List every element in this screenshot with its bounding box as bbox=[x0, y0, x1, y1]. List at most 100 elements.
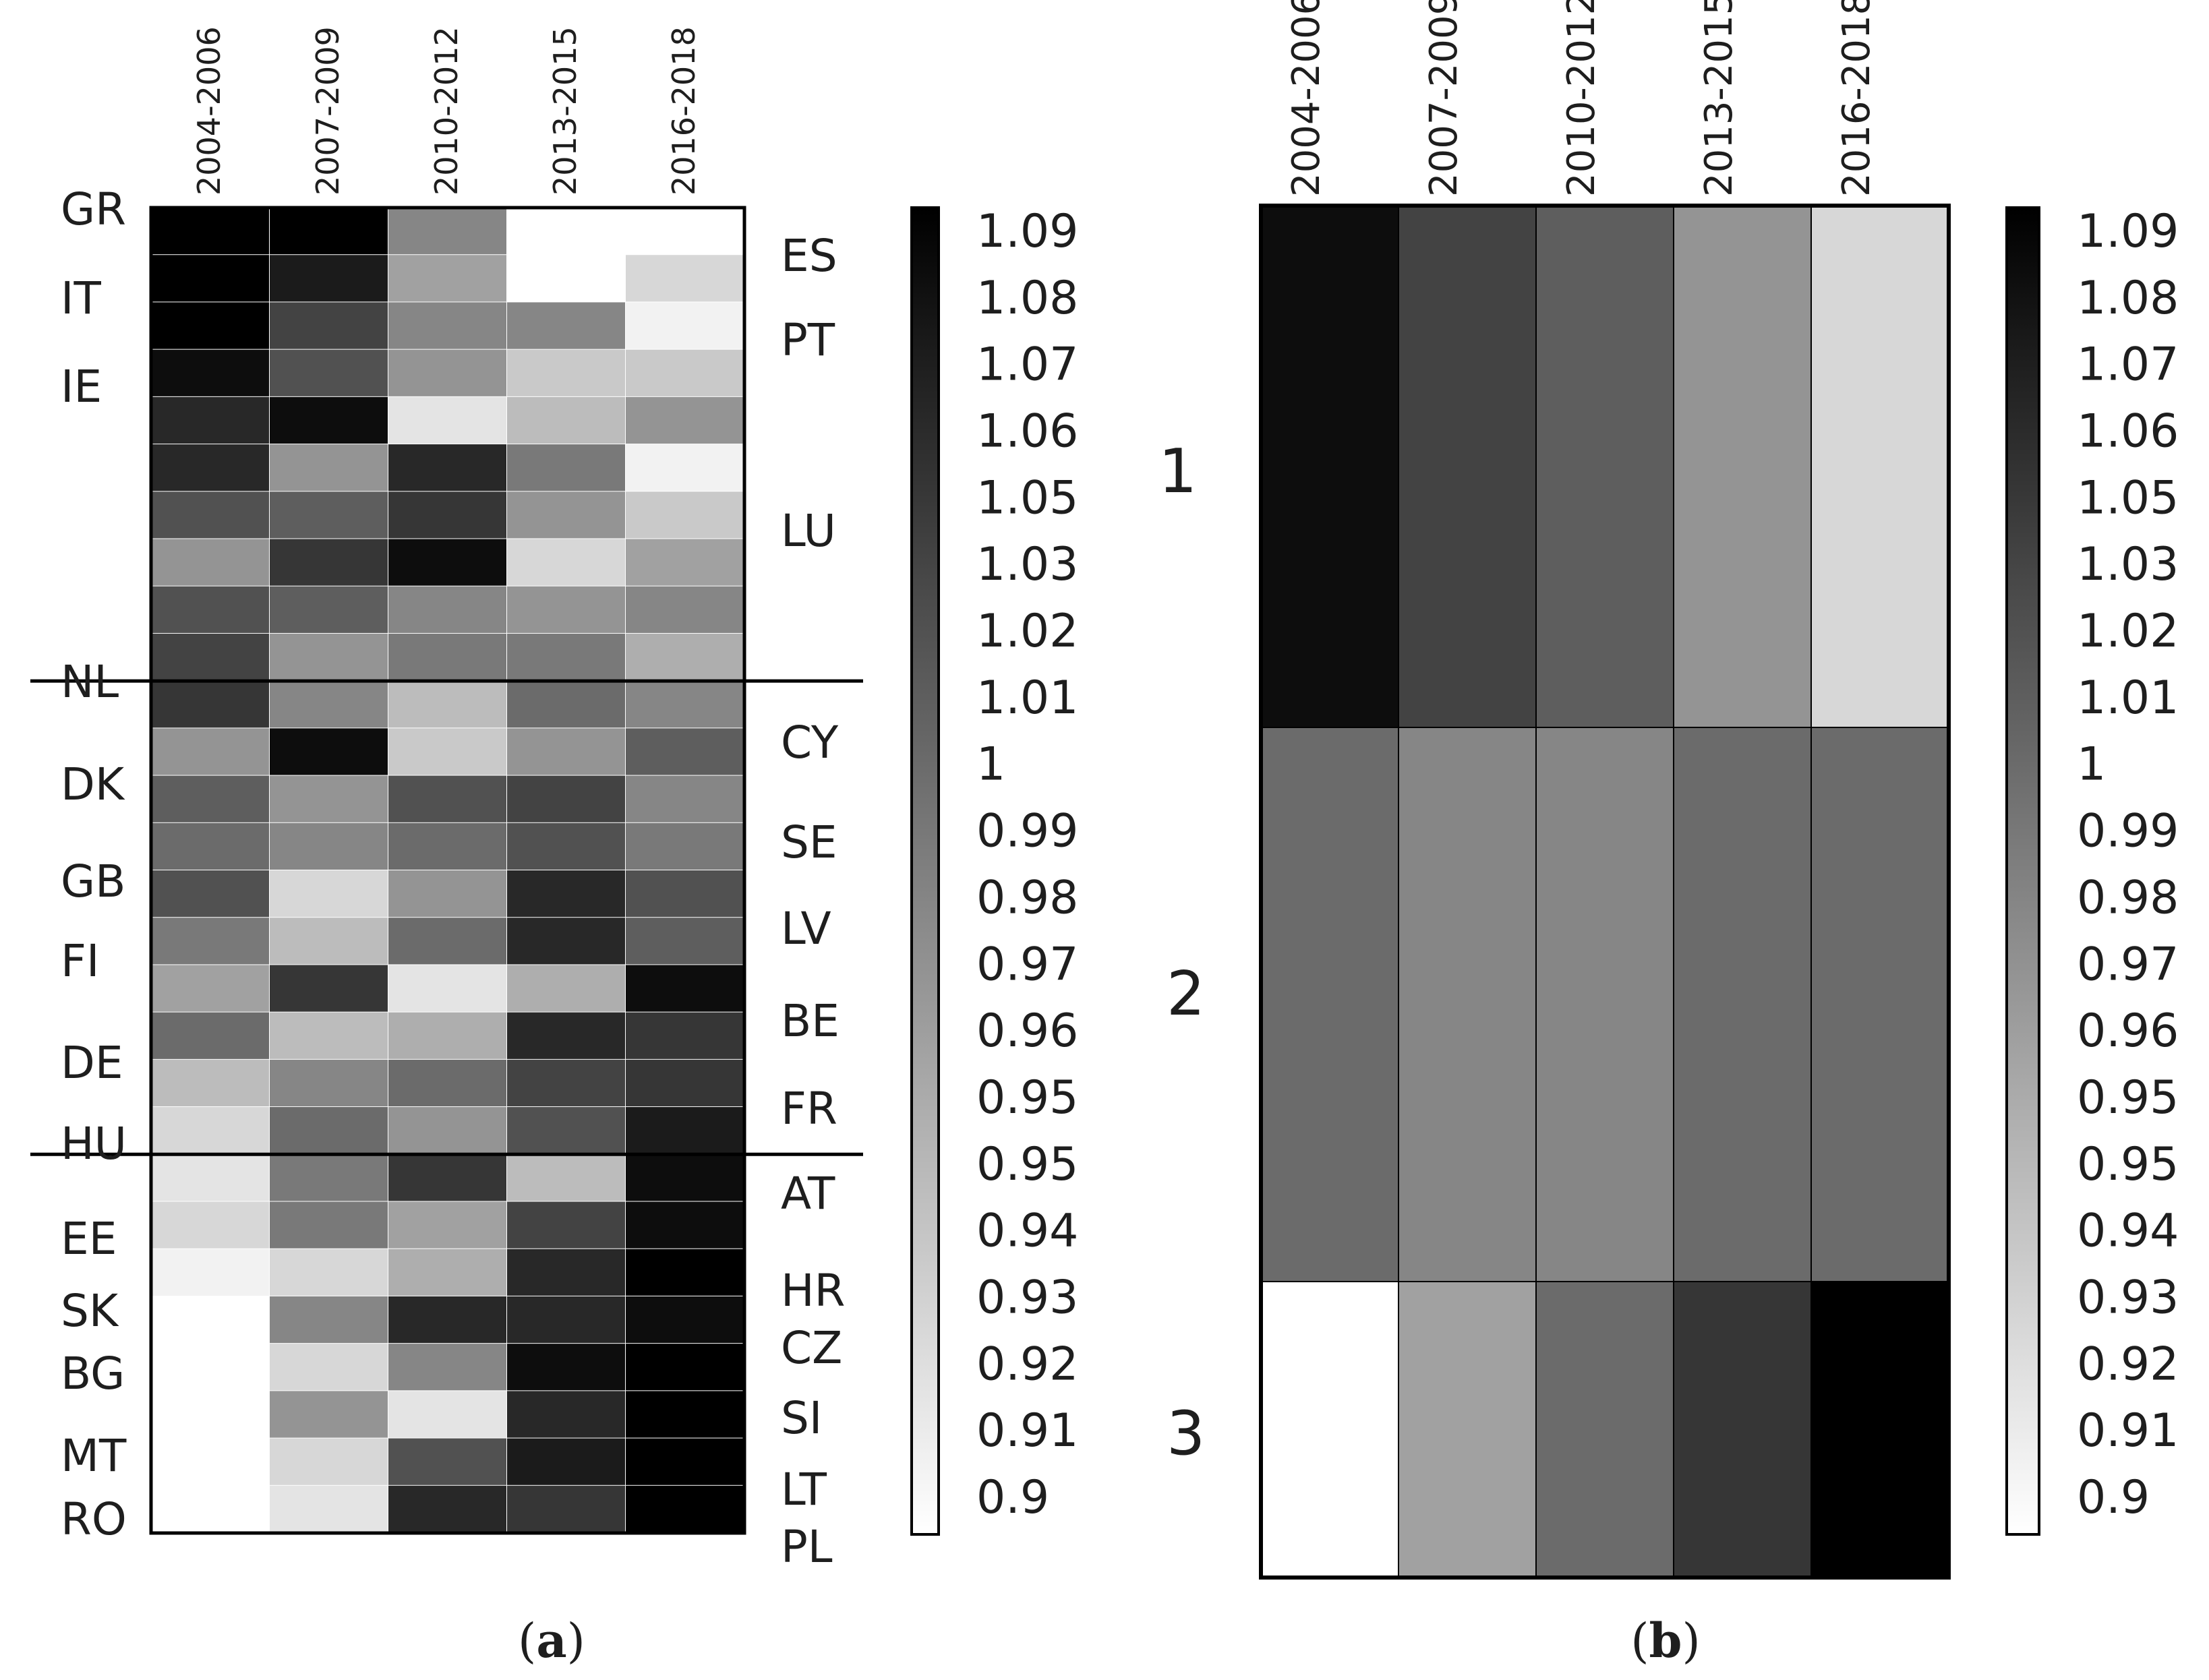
country-label-left: HU bbox=[61, 1118, 127, 1170]
heatmap-cell bbox=[507, 870, 625, 918]
heatmap-cell bbox=[151, 539, 269, 586]
heatmap-cell bbox=[1535, 205, 1674, 728]
heatmap-cell bbox=[151, 255, 269, 302]
heatmap-cell bbox=[151, 822, 269, 870]
caption-letter: a bbox=[536, 1613, 566, 1669]
country-label-left: DK bbox=[61, 758, 125, 810]
colorbar-tick-label: 0.99 bbox=[2077, 805, 2179, 858]
heatmap-border bbox=[1259, 204, 1951, 1580]
colorbar-tick-label: 0.95 bbox=[976, 1071, 1078, 1124]
heatmap-cell bbox=[388, 965, 506, 1012]
heatmap-cell bbox=[388, 822, 506, 870]
colorbar-tick-label: 1.09 bbox=[976, 205, 1078, 258]
heatmap-cell bbox=[151, 349, 269, 396]
heatmap-cell bbox=[626, 870, 744, 918]
heatmap-cell bbox=[1535, 1281, 1674, 1578]
heatmap-cell bbox=[270, 1485, 388, 1532]
heatmap-cell bbox=[388, 208, 506, 255]
heatmap-cell bbox=[270, 918, 388, 965]
heatmap-cell bbox=[626, 822, 744, 870]
colorbar-tick-label: 0.91 bbox=[976, 1404, 1078, 1458]
heatmap-cell bbox=[151, 1059, 269, 1107]
colorbar-tick-label: 0.98 bbox=[976, 871, 1078, 924]
colorbar-tick-label: 0.91 bbox=[2077, 1404, 2179, 1458]
country-label-right: ES bbox=[781, 230, 837, 282]
colorbar-tick-label: 1.07 bbox=[976, 338, 1078, 392]
heatmap-cell bbox=[270, 1249, 388, 1296]
country-label-right: LU bbox=[781, 505, 836, 557]
heatmap-cell bbox=[1810, 727, 1949, 1282]
heatmap-cell bbox=[388, 918, 506, 965]
country-label-right: LT bbox=[781, 1464, 827, 1516]
colorbar-tick-label: 1.08 bbox=[976, 272, 1078, 325]
heatmap-cell bbox=[270, 396, 388, 444]
country-label-right: PL bbox=[781, 1521, 833, 1573]
heatmap-cell bbox=[626, 728, 744, 775]
heatmap-cell bbox=[388, 1012, 506, 1059]
column-header: 2010-2012 bbox=[1560, 0, 1603, 197]
colorbar-tick-label: 0.96 bbox=[2077, 1004, 2179, 1058]
heatmap-cell bbox=[151, 1391, 269, 1438]
colorbar-tick-label: 1 bbox=[2077, 738, 2106, 791]
heatmap-cell bbox=[270, 1107, 388, 1154]
country-label-right: PT bbox=[781, 314, 835, 366]
heatmap-cell bbox=[388, 1344, 506, 1391]
colorbar bbox=[2005, 206, 2040, 1536]
colorbar-tick-label: 1.01 bbox=[2077, 671, 2179, 725]
heatmap-cell bbox=[626, 302, 744, 349]
country-label-left: GR bbox=[61, 183, 126, 235]
colorbar-tick-label: 0.92 bbox=[976, 1338, 1078, 1391]
colorbar-tick-label: 1.02 bbox=[2077, 605, 2179, 658]
heatmap-cell bbox=[151, 870, 269, 918]
heatmap-cell bbox=[507, 965, 625, 1012]
country-label-right: BE bbox=[781, 995, 840, 1047]
colorbar-tick-label: 0.94 bbox=[2077, 1205, 2179, 1258]
heatmap-cell bbox=[151, 1485, 269, 1532]
colorbar-tick-label: 1.05 bbox=[976, 471, 1078, 524]
heatmap-cell bbox=[626, 491, 744, 539]
heatmap-cell bbox=[151, 586, 269, 633]
country-label-left: SK bbox=[61, 1285, 119, 1337]
heatmap-cell bbox=[626, 965, 744, 1012]
heatmap-cell bbox=[626, 1296, 744, 1344]
colorbar-tick-label: 1.02 bbox=[976, 605, 1078, 658]
heatmap-cell bbox=[626, 586, 744, 633]
heatmap-cell bbox=[270, 965, 388, 1012]
heatmap-cell bbox=[626, 1154, 744, 1201]
heatmap-cell bbox=[388, 396, 506, 444]
heatmap-cell bbox=[507, 775, 625, 822]
heatmap-cell bbox=[270, 1391, 388, 1438]
heatmap-cell bbox=[270, 349, 388, 396]
heatmap-cell bbox=[1398, 205, 1537, 728]
heatmap-cell bbox=[388, 1391, 506, 1438]
heatmap-cell bbox=[507, 491, 625, 539]
colorbar-tick-label: 0.9 bbox=[976, 1471, 1049, 1524]
heatmap-cell bbox=[1535, 727, 1674, 1282]
colorbar-tick-label: 0.95 bbox=[2077, 1138, 2179, 1191]
country-label-right: AT bbox=[781, 1168, 835, 1220]
heatmap-cell bbox=[151, 444, 269, 491]
heatmap-cell bbox=[1673, 205, 1812, 728]
heatmap-cell bbox=[1810, 205, 1949, 728]
heatmap-cell bbox=[626, 255, 744, 302]
group-label: 2 bbox=[1167, 959, 1205, 1029]
country-label-left: IT bbox=[61, 272, 101, 324]
heatmap-cell bbox=[626, 681, 744, 728]
heatmap-cell bbox=[1673, 727, 1812, 1282]
heatmap-cell bbox=[507, 1485, 625, 1532]
heatmap-cell bbox=[270, 728, 388, 775]
heatmap-cell bbox=[388, 870, 506, 918]
heatmap-cell bbox=[388, 1249, 506, 1296]
column-header: 2007-2009 bbox=[1422, 0, 1466, 197]
country-label-left: EE bbox=[61, 1213, 117, 1265]
heatmap-cell bbox=[151, 302, 269, 349]
heatmap-cell bbox=[270, 1154, 388, 1201]
heatmap-cell bbox=[388, 1438, 506, 1485]
heatmap-cell bbox=[1260, 727, 1399, 1282]
heatmap-cell bbox=[151, 396, 269, 444]
heatmap-cell bbox=[151, 681, 269, 728]
heatmap-cell bbox=[507, 633, 625, 681]
heatmap-cell bbox=[507, 1296, 625, 1344]
heatmap-cell bbox=[270, 633, 388, 681]
colorbar-tick-label: 0.92 bbox=[2077, 1338, 2179, 1391]
